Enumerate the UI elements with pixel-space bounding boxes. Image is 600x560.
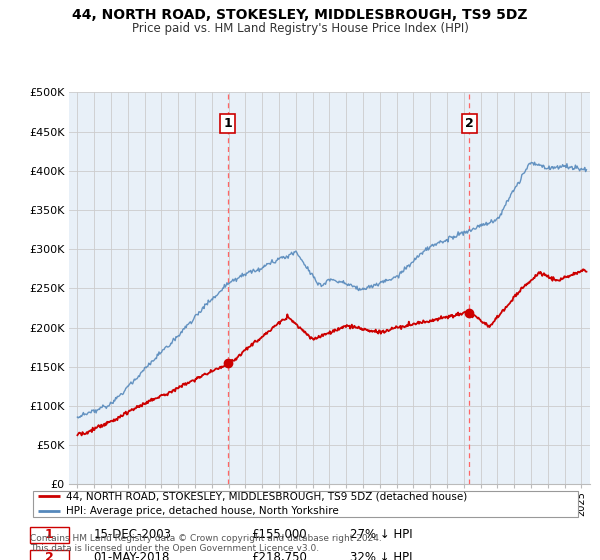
Text: 44, NORTH ROAD, STOKESLEY, MIDDLESBROUGH, TS9 5DZ: 44, NORTH ROAD, STOKESLEY, MIDDLESBROUGH…	[72, 8, 528, 22]
Text: Contains HM Land Registry data © Crown copyright and database right 2024.
This d: Contains HM Land Registry data © Crown c…	[30, 534, 382, 553]
Text: 44, NORTH ROAD, STOKESLEY, MIDDLESBROUGH, TS9 5DZ (detached house): 44, NORTH ROAD, STOKESLEY, MIDDLESBROUGH…	[66, 491, 467, 501]
Text: 1: 1	[224, 117, 232, 130]
Text: £155,000: £155,000	[251, 528, 307, 541]
Text: 2: 2	[465, 117, 474, 130]
Text: HPI: Average price, detached house, North Yorkshire: HPI: Average price, detached house, Nort…	[66, 506, 338, 516]
Text: 15-DEC-2003: 15-DEC-2003	[94, 528, 172, 541]
Text: 27% ↓ HPI: 27% ↓ HPI	[350, 528, 413, 541]
Text: 01-MAY-2018: 01-MAY-2018	[94, 551, 170, 560]
FancyBboxPatch shape	[33, 491, 578, 517]
Text: 32% ↓ HPI: 32% ↓ HPI	[350, 551, 413, 560]
FancyBboxPatch shape	[30, 526, 68, 543]
Text: Price paid vs. HM Land Registry's House Price Index (HPI): Price paid vs. HM Land Registry's House …	[131, 22, 469, 35]
FancyBboxPatch shape	[30, 549, 68, 560]
Text: 2: 2	[45, 551, 53, 560]
Text: 1: 1	[45, 528, 53, 541]
Text: £218,750: £218,750	[251, 551, 307, 560]
